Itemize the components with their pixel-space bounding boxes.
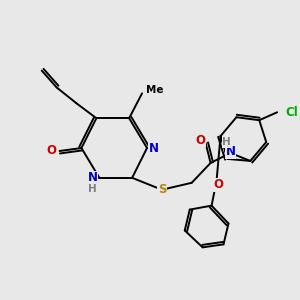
- Text: N: N: [87, 171, 98, 184]
- Text: Me: Me: [146, 85, 164, 95]
- Text: N: N: [149, 142, 159, 154]
- Text: H: H: [88, 184, 97, 194]
- Text: Cl: Cl: [285, 106, 298, 119]
- Text: N: N: [226, 146, 236, 158]
- Text: H: H: [222, 137, 231, 147]
- Text: O: O: [47, 145, 57, 158]
- Text: S: S: [158, 183, 166, 196]
- Text: O: O: [196, 134, 206, 147]
- Text: O: O: [214, 178, 224, 191]
